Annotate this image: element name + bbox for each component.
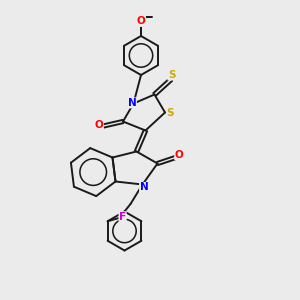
Text: O: O	[94, 119, 103, 130]
Text: S: S	[168, 70, 175, 80]
Text: N: N	[140, 182, 148, 193]
Text: F: F	[119, 212, 126, 222]
Text: N: N	[128, 98, 136, 108]
Text: S: S	[167, 107, 174, 118]
Text: O: O	[175, 149, 184, 160]
Text: O: O	[136, 16, 146, 26]
Text: O: O	[136, 16, 146, 26]
